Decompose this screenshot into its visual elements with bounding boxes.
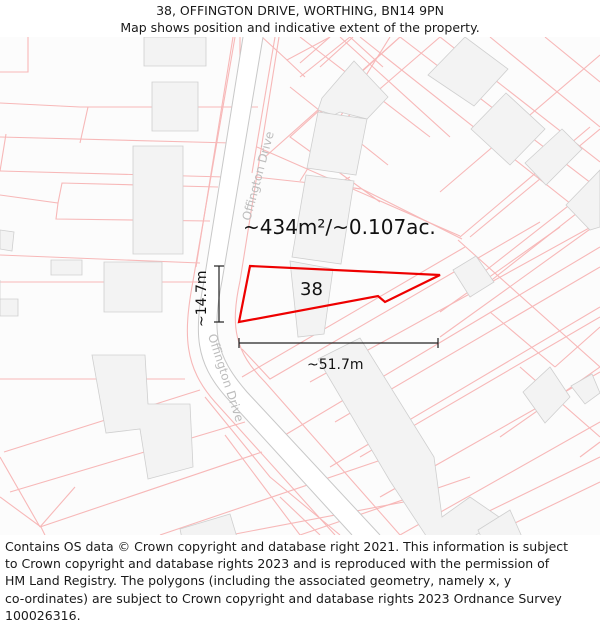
copyright-line: HM Land Registry. The polygons (includin… [5,573,512,589]
house-number-label: 38 [300,279,323,300]
parcel-line [3,389,201,453]
height-dimension-label: ~14.7m [194,270,210,327]
parcel-line [319,37,354,68]
parcel-line [9,421,246,493]
road-parcel-edge-left [186,37,336,535]
parcel-line [439,226,561,313]
height-dimension [214,265,224,323]
width-dimension [238,338,439,348]
building [132,145,184,255]
parcel-line [299,37,331,64]
building [317,337,503,535]
parcel-line [0,496,46,535]
road-edge-left [197,37,353,535]
parcel-line [251,37,276,174]
map-header: 38, OFFINGTON DRIVE, WORTHING, BN14 9PN … [0,0,600,37]
parcel-line [229,496,431,535]
buildings [0,37,600,535]
parcel-line [159,456,391,535]
building [522,366,571,424]
building [477,509,522,535]
property-map[interactable]: Offington Drive Offington Drive ~434m²/~0… [0,37,600,535]
width-dimension-label: ~51.7m [307,357,364,373]
parcel-line [224,434,301,535]
parcel-line [0,102,86,108]
building [317,60,389,120]
building [570,373,600,405]
building [143,37,207,67]
parcel-line [241,221,541,380]
map-subtitle: Map shows position and indicative extent… [120,20,480,35]
parcel-line [544,37,600,83]
parcel-boundaries [0,37,600,535]
road-parcel-edge-right [234,37,401,535]
building [524,128,583,186]
parcel-line [489,311,556,368]
parcel-line [457,239,600,368]
parcel-line [339,37,451,138]
copyright-line: Contains OS data © Crown copyright and d… [5,539,569,554]
building [452,255,495,298]
parcel-line [279,496,321,535]
copyright-line: 100026316. [5,607,81,623]
area-label: ~434m²/~0.107ac. [243,215,436,239]
road-offington-drive [186,37,401,535]
building [91,354,194,480]
parcel-line [0,133,7,172]
road-surface [198,37,380,535]
parcel-line [0,254,201,264]
building [179,513,237,535]
copyright-notice: Contains OS data © Crown copyright and d… [5,538,597,624]
building [103,261,163,313]
building [291,174,355,265]
parcel-line [79,106,89,144]
building [50,259,83,276]
building [470,92,546,166]
parcel-line [0,170,226,178]
parcel-line [204,396,341,535]
parcel-line [0,136,233,144]
parcel-line [39,486,76,528]
parcel-line [579,441,600,458]
parcel-line [554,326,600,368]
parcel-line [284,246,600,436]
building [306,111,368,176]
parcel-line [241,246,466,378]
road-edge-right [216,37,381,535]
parcel-line [256,146,461,237]
building [427,37,509,107]
parcel-line [0,456,41,528]
parcel-line [349,37,384,68]
parcel-line [439,221,600,338]
property-boundary-outline[interactable] [237,264,441,324]
parcel-line [0,182,219,204]
copyright-line: co-ordinates) are subject to Crown copyr… [5,590,562,606]
building [565,169,600,231]
building [0,298,19,317]
property-address-title: 38, OFFINGTON DRIVE, WORTHING, BN14 9PN [156,3,444,18]
parcel-line [39,451,263,528]
parcel-line [286,59,306,78]
parcel-line [0,37,29,73]
building [151,81,199,132]
parcel-line [489,37,600,128]
building [0,229,15,252]
parcel-line [299,37,351,78]
copyright-line: to Crown copyright and database rights 2… [5,556,550,572]
